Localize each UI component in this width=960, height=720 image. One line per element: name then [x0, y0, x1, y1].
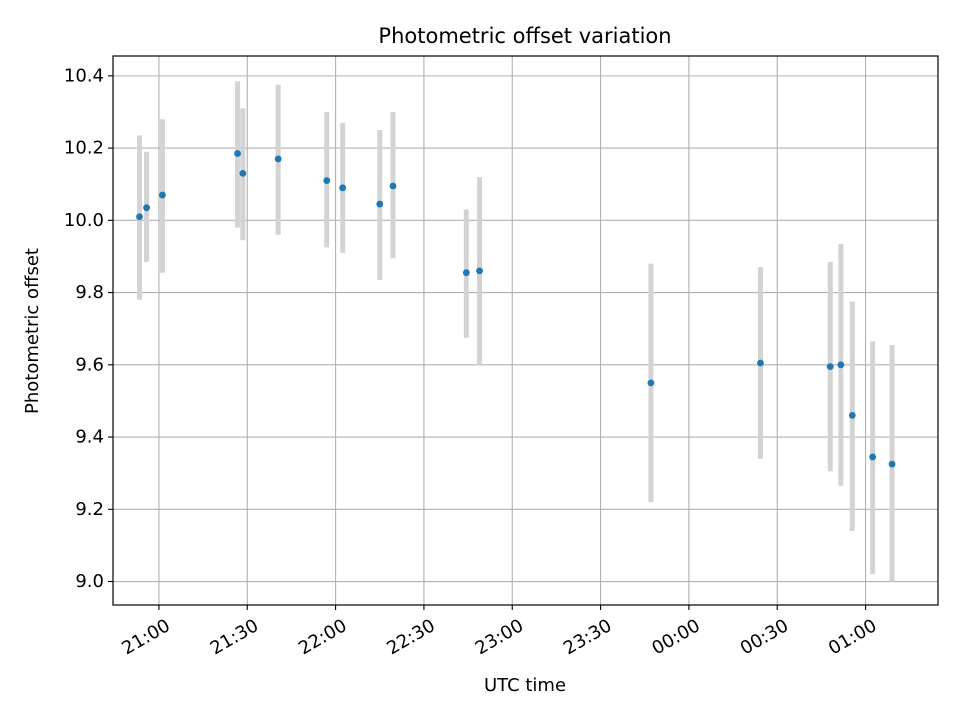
grid-layer: [113, 56, 938, 605]
data-point: [376, 200, 384, 208]
data-point: [323, 177, 331, 185]
data-point: [848, 411, 856, 419]
y-tick-label: 10.4: [64, 65, 104, 86]
point-layer: [136, 150, 896, 468]
data-point: [462, 269, 470, 277]
y-tick-label: 9.4: [75, 427, 104, 448]
data-point: [234, 150, 241, 157]
y-axis-title: Photometric offset: [22, 248, 43, 414]
data-point: [159, 191, 166, 199]
data-point: [826, 363, 834, 371]
y-tick-label: 9.6: [75, 354, 104, 375]
chart-title: Photometric offset variation: [378, 24, 671, 48]
y-tick-label: 9.8: [75, 282, 104, 303]
data-point: [888, 460, 896, 468]
data-point: [274, 155, 282, 163]
data-point: [143, 204, 150, 212]
data-point: [837, 361, 845, 369]
data-point: [476, 267, 483, 275]
y-tick-label: 10.0: [64, 210, 104, 231]
data-point: [869, 453, 877, 461]
y-tick-label: 9.0: [75, 571, 104, 592]
y-tick-label: 9.2: [75, 499, 104, 520]
data-point: [647, 379, 655, 387]
data-point: [757, 359, 764, 367]
y-tick-label: 10.2: [64, 138, 104, 159]
data-point: [389, 182, 397, 190]
data-point: [339, 184, 347, 192]
x-axis-title: UTC time: [484, 675, 566, 696]
data-point: [239, 169, 247, 177]
data-point: [136, 213, 143, 221]
plot-frame: [112, 55, 939, 606]
